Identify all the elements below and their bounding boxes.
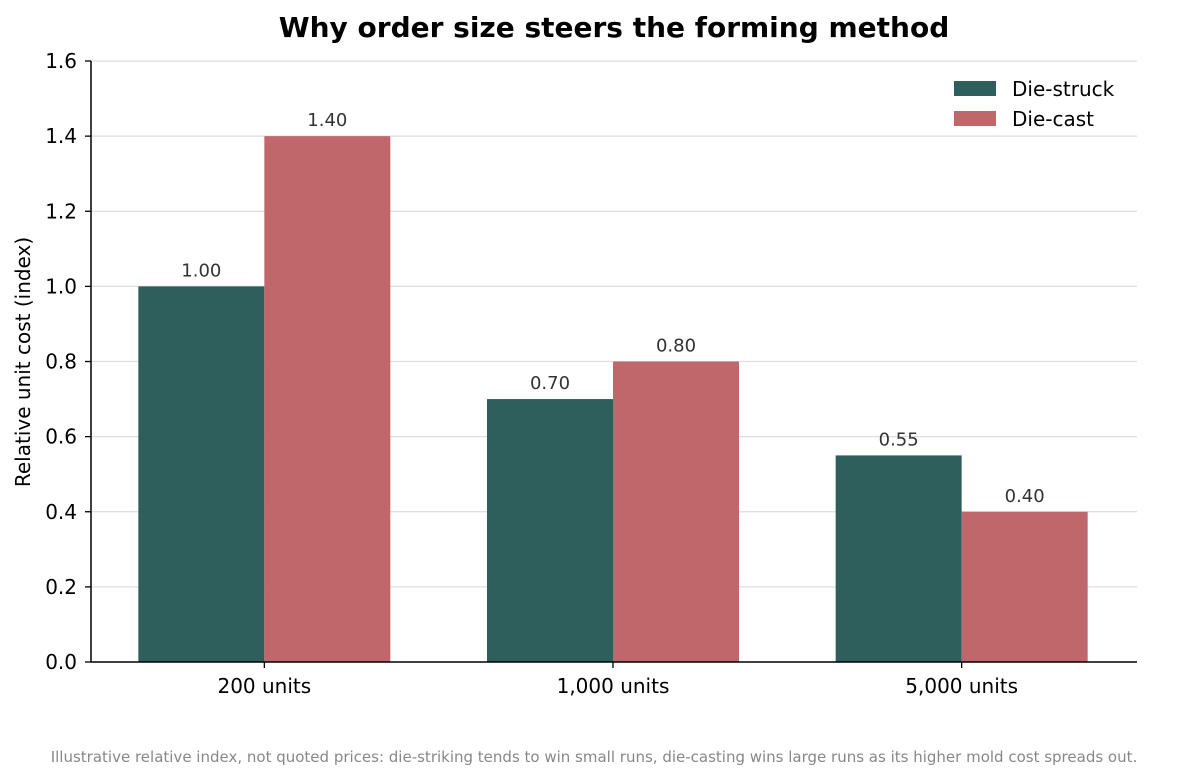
y-tick-label: 0.2: [45, 575, 77, 599]
bar-die-cast-1: [613, 361, 739, 662]
legend-label: Die-cast: [1012, 107, 1094, 131]
value-label: 0.40: [1005, 486, 1045, 507]
y-tick-label: 0.4: [45, 500, 77, 524]
y-axis-label: Relative unit cost (index): [11, 237, 35, 487]
axes: 0.0 0.2 0.4 0.6 0.8 1.0 1.2 1.4 1.6 200 units 1,00…: [45, 49, 1137, 698]
y-tick-label: 0.8: [45, 350, 77, 374]
value-label: 0.55: [879, 429, 919, 450]
legend-label: Die-struck: [1012, 77, 1115, 101]
legend: Die-struck Die-cast: [954, 77, 1115, 131]
chart-title: Why order size steers the forming method: [279, 11, 950, 44]
bar-die-struck-0: [138, 286, 265, 662]
value-label: 0.80: [656, 336, 696, 357]
legend-swatch: [954, 111, 996, 126]
value-label: 1.40: [307, 110, 347, 131]
x-tick-label: 1,000 units: [557, 674, 670, 698]
footnote: Illustrative relative index, not quoted …: [50, 748, 1138, 766]
y-tick-label: 1.4: [45, 124, 77, 148]
bar-die-cast-0: [264, 136, 391, 662]
value-labels: 1.00 1.40 0.70 0.80 0.55 0.40: [181, 110, 1044, 507]
bars: [138, 136, 1088, 662]
y-tick-label: 0.6: [45, 425, 77, 449]
bar-die-cast-2: [961, 511, 1088, 662]
legend-swatch: [954, 81, 996, 96]
y-tick-label: 1.0: [45, 274, 77, 298]
bar-die-struck-2: [835, 455, 962, 662]
x-tick-label: 5,000 units: [905, 674, 1018, 698]
y-tick-label: 1.2: [45, 199, 77, 223]
y-tick-label: 1.6: [45, 49, 77, 73]
value-label: 1.00: [181, 260, 221, 281]
value-label: 0.70: [530, 373, 570, 394]
y-tick-label: 0.0: [45, 650, 77, 674]
bar-die-struck-1: [487, 399, 613, 662]
x-tick-label: 200 units: [217, 674, 311, 698]
